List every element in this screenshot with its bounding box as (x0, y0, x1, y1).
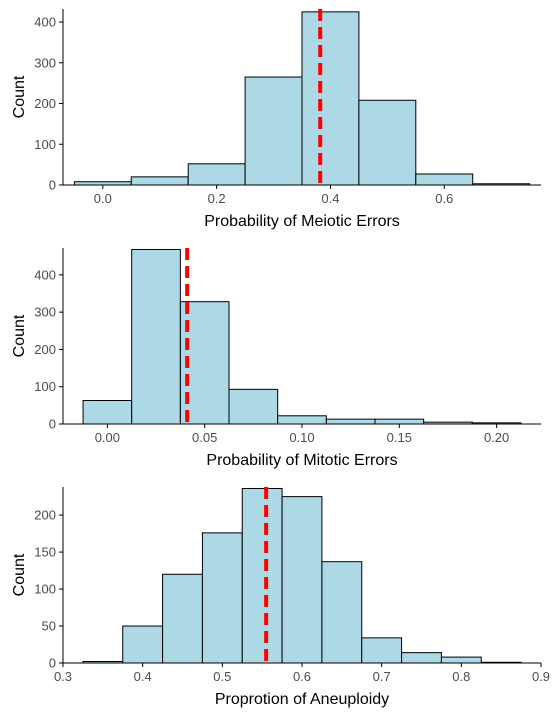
x-tick-label-meiotic-2: 0.4 (321, 191, 339, 206)
histogram-bar-mitotic-4 (277, 415, 327, 425)
y-tick-label-mitotic-4: 400 (34, 267, 56, 282)
histogram-bar-meiotic-3 (244, 76, 303, 186)
y-tick-label-meiotic-2: 200 (34, 96, 56, 111)
histogram-bar-meiotic-2 (187, 163, 246, 186)
histogram-bar-aneuploidy-8 (401, 652, 442, 664)
y-tick-label-aneuploidy-3: 150 (34, 545, 56, 560)
x-tick-label-mitotic-3: 0.15 (387, 430, 412, 445)
y-axis-title-mitotic: Count (11, 314, 28, 357)
x-tick-label-meiotic-1: 0.2 (208, 191, 226, 206)
histogram-bar-aneuploidy-6 (321, 561, 363, 664)
y-axis-title-aneuploidy: Count (11, 553, 28, 596)
x-tick-label-mitotic-2: 0.10 (289, 430, 314, 445)
x-tick-label-mitotic-1: 0.05 (192, 430, 217, 445)
histogram-panel-mitotic: 0 100 200 300 400 0.00 0.05 0.10 0.15 0.20 Probab… (11, 248, 541, 469)
histogram-bar-aneuploidy-3 (201, 532, 243, 664)
y-tick-label-aneuploidy-2: 100 (34, 582, 56, 597)
x-axis-title-mitotic: Probability of Mitotic Errors (206, 452, 397, 469)
x-tick-label-aneuploidy-3: 0.6 (293, 669, 311, 684)
histogram-bar-aneuploidy-4 (241, 487, 283, 664)
histogram-bar-mitotic-5 (325, 418, 376, 425)
x-tick-label-aneuploidy-6: 0.9 (532, 669, 550, 684)
x-tick-label-meiotic-3: 0.6 (435, 191, 453, 206)
histogram-bar-meiotic-4 (301, 11, 360, 186)
histogram-bar-mitotic-3 (228, 388, 279, 425)
y-tick-label-aneuploidy-4: 200 (34, 508, 56, 523)
x-tick-label-aneuploidy-1: 0.4 (134, 669, 152, 684)
histogram-bar-mitotic-1 (131, 248, 181, 425)
histogram-bar-aneuploidy-7 (361, 637, 403, 664)
histogram-bar-meiotic-5 (358, 99, 417, 186)
histogram-bar-meiotic-1 (130, 176, 189, 186)
histogram-bar-aneuploidy-9 (440, 656, 482, 664)
x-tick-label-aneuploidy-5: 0.8 (452, 669, 470, 684)
x-tick-label-aneuploidy-4: 0.7 (373, 669, 391, 684)
histogram-bar-mitotic-6 (374, 418, 425, 425)
y-tick-label-meiotic-0: 0 (49, 178, 56, 193)
y-tick-label-mitotic-3: 300 (34, 305, 56, 320)
histogram-bar-aneuploidy-1 (122, 625, 164, 664)
x-tick-label-mitotic-4: 0.20 (484, 430, 509, 445)
y-tick-label-meiotic-1: 100 (34, 137, 56, 152)
histogram-bar-aneuploidy-5 (281, 496, 323, 664)
histogram-bar-meiotic-6 (415, 173, 474, 186)
y-tick-label-mitotic-2: 200 (34, 342, 56, 357)
y-axis-title-meiotic: Count (11, 75, 28, 118)
histogram-bar-aneuploidy-2 (162, 573, 203, 664)
histogram-bar-mitotic-0 (82, 400, 133, 425)
y-tick-label-mitotic-1: 100 (34, 379, 56, 394)
x-tick-label-meiotic-0: 0.0 (94, 191, 112, 206)
y-tick-label-aneuploidy-0: 0 (49, 656, 56, 671)
x-tick-label-mitotic-0: 0.00 (95, 430, 120, 445)
x-axis-title-aneuploidy: Proprotion of Aneuploidy (215, 691, 389, 708)
y-tick-label-aneuploidy-1: 50 (42, 619, 56, 634)
x-axis-title-meiotic: Probability of Meiotic Errors (204, 213, 400, 230)
y-tick-label-meiotic-4: 400 (34, 15, 56, 30)
x-tick-label-aneuploidy-0: 0.3 (54, 669, 72, 684)
y-tick-label-meiotic-3: 300 (34, 55, 56, 70)
x-tick-label-aneuploidy-2: 0.5 (213, 669, 231, 684)
y-tick-label-mitotic-0: 0 (49, 417, 56, 432)
histogram-panel-meiotic: 0 100 200 300 400 0.0 0.2 0.4 0.6 Probability of… (11, 9, 541, 230)
histogram-panel-aneuploidy: 0 50 100 150 200 0.3 0.4 0.5 0.6 0.7 0.8 0.9 Propro… (11, 487, 550, 708)
